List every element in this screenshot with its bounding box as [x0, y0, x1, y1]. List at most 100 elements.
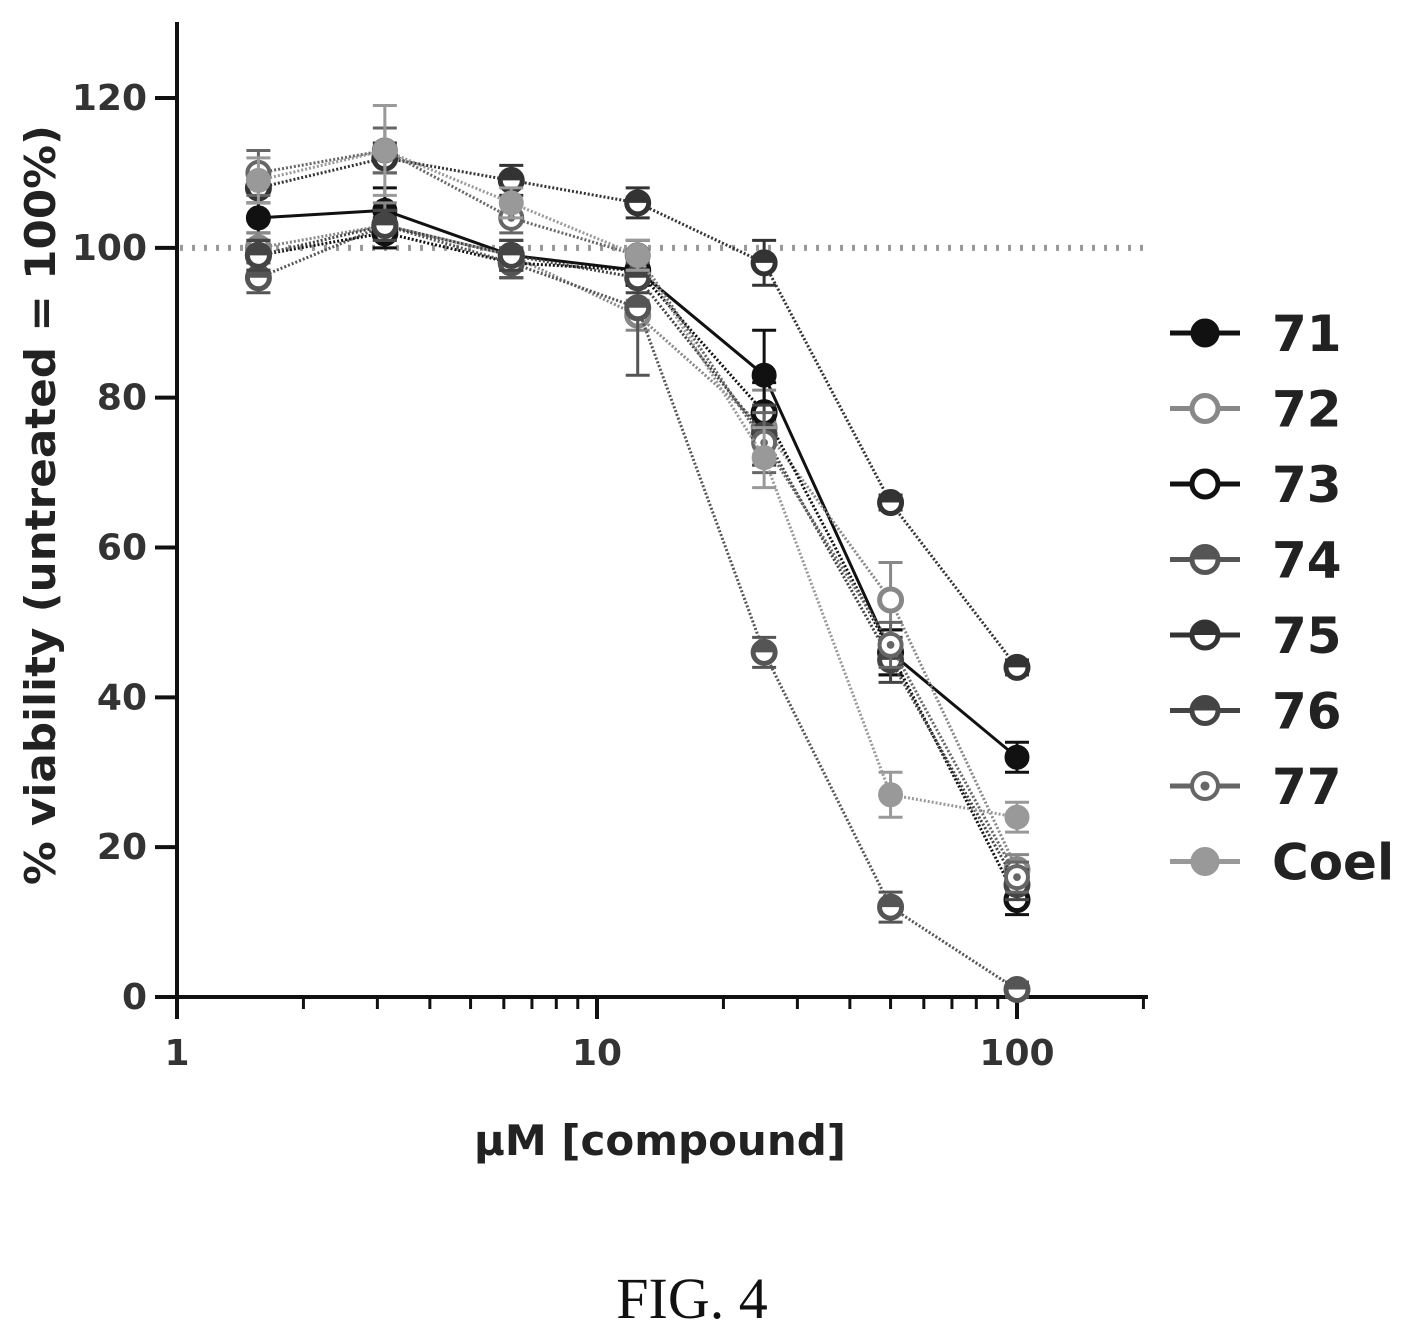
data-point-half: [500, 169, 523, 181]
legend-marker: [1189, 695, 1221, 726]
data-point-half: [626, 191, 649, 203]
legend-item-Coel: Coel: [1170, 834, 1394, 892]
data-point: [877, 489, 905, 517]
legend-marker: [1190, 771, 1220, 801]
legend: 71 72 73 74 75 76 77 Coel: [1170, 305, 1394, 892]
y-tick-label: 0: [122, 977, 147, 1018]
y-axis-title: % viability (untreated = 100%): [16, 125, 65, 885]
x-tick-label: 100: [979, 1033, 1054, 1074]
data-point: [245, 205, 271, 231]
data-point: [497, 241, 525, 269]
data-point: [371, 211, 399, 239]
y-tick-label: 100: [72, 228, 147, 269]
legend-marker-shape: [1189, 468, 1221, 500]
data-point: [625, 242, 651, 268]
legend-marker: [1189, 393, 1221, 424]
data-point: [497, 166, 525, 194]
legend-item-73: 73: [1170, 456, 1342, 514]
y-tick-label: 120: [72, 78, 147, 119]
data-point-shape: [245, 205, 271, 231]
data-point-shape: [1004, 744, 1030, 770]
plot-area: [244, 103, 1031, 1004]
legend-label: 77: [1272, 758, 1342, 816]
legend-marker-center: [1200, 781, 1210, 791]
data-point: [244, 241, 272, 269]
legend-label: 73: [1272, 456, 1342, 514]
data-point-half: [879, 491, 902, 503]
data-point-half: [753, 251, 776, 263]
x-tick-label: 10: [572, 1033, 622, 1074]
legend-label: Coel: [1272, 834, 1394, 892]
legend-marker-shape: [1189, 393, 1221, 424]
legend-marker: [1189, 544, 1221, 575]
legend-item-71: 71: [1170, 305, 1342, 363]
y-tick-label: 40: [97, 677, 147, 718]
legend-item-75: 75: [1170, 607, 1342, 665]
data-point: [751, 445, 777, 471]
data-point-half: [247, 244, 270, 256]
data-point-shape: [245, 167, 271, 193]
figure-caption: FIG. 4: [616, 1266, 767, 1331]
data-point: [624, 294, 652, 322]
data-point: [245, 167, 271, 193]
data-point-half: [500, 244, 523, 256]
data-point-shape: [625, 242, 651, 268]
legend-marker: [1190, 318, 1220, 348]
data-point: [1004, 804, 1030, 830]
x-tick-label: 1: [164, 1033, 189, 1074]
legend-marker-half: [1192, 697, 1218, 711]
data-point-half: [753, 641, 776, 653]
legend-item-76: 76: [1170, 683, 1342, 741]
legend-label: 75: [1272, 607, 1342, 665]
legend-label: 71: [1272, 305, 1342, 363]
data-point-shape: [498, 190, 524, 216]
data-point: [624, 189, 652, 217]
legend-marker: [1189, 468, 1221, 500]
legend-label: 72: [1272, 381, 1342, 439]
legend-marker-shape: [1190, 847, 1220, 876]
y-tick-label: 60: [97, 528, 147, 569]
data-point: [750, 249, 778, 277]
data-point: [877, 893, 905, 921]
data-point: [1003, 976, 1031, 1004]
data-point: [498, 190, 524, 216]
legend-marker: [1190, 847, 1220, 876]
data-point: [877, 631, 904, 658]
data-point: [878, 782, 904, 808]
legend-marker-shape: [1190, 318, 1220, 348]
series-75: [244, 141, 1031, 681]
legend-label: 74: [1272, 532, 1342, 590]
data-point: [372, 137, 398, 163]
legend-marker-half: [1192, 622, 1218, 635]
data-point-center: [1013, 873, 1021, 881]
y-tick-label: 80: [97, 378, 147, 419]
data-point-shape: [751, 445, 777, 471]
data-point: [750, 638, 778, 666]
legend-marker: [1189, 619, 1221, 651]
data-point-center: [886, 641, 895, 649]
data-point-shape: [877, 586, 905, 614]
legend-label: 76: [1272, 683, 1342, 741]
series-74: [244, 208, 1031, 1004]
data-point: [877, 586, 905, 614]
data-point-shape: [878, 782, 904, 808]
legend-item-77: 77: [1170, 758, 1342, 816]
data-point-half: [626, 296, 649, 308]
data-point-shape: [1004, 804, 1030, 830]
y-tick-label: 20: [97, 827, 147, 868]
data-point-half: [373, 214, 396, 226]
data-point-half: [1006, 656, 1028, 668]
data-point-shape: [372, 137, 398, 163]
legend-item-72: 72: [1170, 381, 1342, 439]
x-axis-title: μM [compound]: [474, 1116, 846, 1165]
data-point: [1004, 744, 1030, 770]
data-point-half: [1006, 978, 1028, 990]
data-point: [1004, 864, 1030, 891]
data-point-half: [879, 896, 902, 908]
series-Coel: [245, 103, 1030, 834]
data-point: [1003, 653, 1031, 681]
legend-item-74: 74: [1170, 532, 1342, 590]
legend-marker-half: [1192, 546, 1218, 560]
